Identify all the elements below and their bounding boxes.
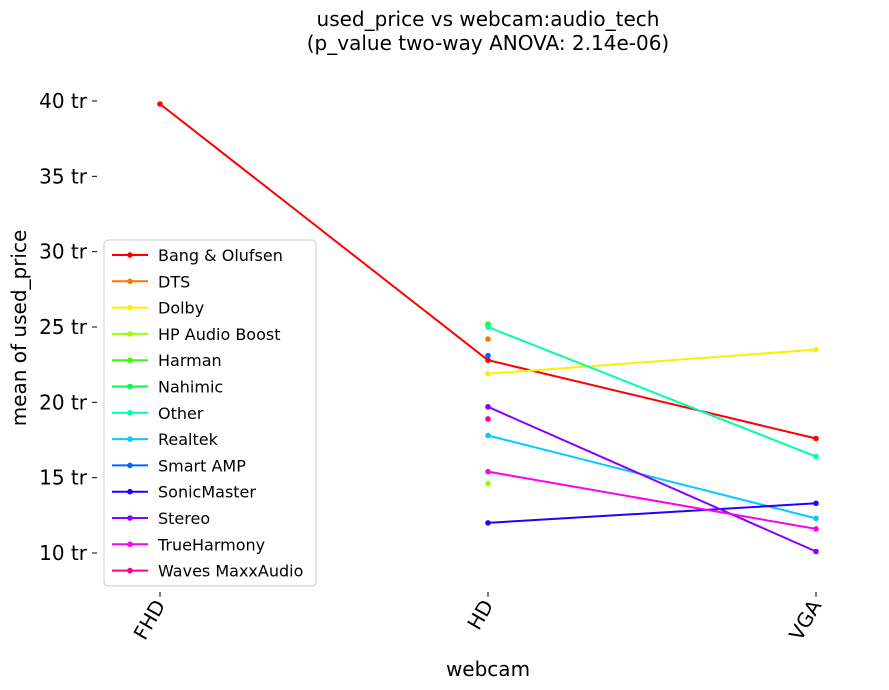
series	[485, 346, 819, 377]
legend-item: HP Audio Boost	[112, 325, 281, 344]
data-point	[813, 548, 819, 555]
data-point	[813, 346, 819, 353]
legend-marker	[127, 567, 133, 574]
data-point	[813, 453, 819, 460]
series-line	[487, 326, 817, 458]
legend-label: Harman	[158, 351, 222, 370]
y-tick-label: 30 tr	[39, 240, 88, 264]
data-point	[485, 324, 491, 330]
data-point	[157, 101, 163, 107]
legend-label: Dolby	[158, 299, 204, 318]
legend-marker	[127, 488, 133, 495]
legend-item: Waves MaxxAudio	[112, 562, 303, 581]
series	[485, 336, 491, 342]
y-tick-label: 40 tr	[39, 89, 88, 113]
legend-marker	[127, 410, 133, 416]
legend-marker	[127, 304, 133, 311]
series	[485, 468, 819, 532]
series	[485, 480, 491, 487]
legend-label: HP Audio Boost	[158, 325, 281, 344]
legend: Bang & Olufsen DTS Dolby HP Audio Boost Harm…	[103, 239, 317, 587]
legend-label: Bang & Olufsen	[158, 246, 283, 265]
legend-box	[103, 239, 317, 587]
legend-label: Nahimic	[158, 378, 223, 397]
series	[485, 500, 819, 526]
series	[485, 432, 819, 522]
legend-marker	[127, 252, 133, 258]
series-line	[487, 502, 817, 524]
legend-label: Stereo	[158, 509, 210, 528]
legend-item: Bang & Olufsen	[112, 246, 283, 265]
data-point	[485, 357, 491, 363]
legend-item: Nahimic	[112, 378, 223, 397]
y-tick-label: 10 tr	[39, 541, 88, 565]
data-point	[813, 526, 819, 532]
data-point	[485, 336, 491, 342]
legend-label: Realtek	[158, 430, 219, 449]
y-axis: 10 tr 15 tr 20 tr 25 tr 30 tr 35 tr 40 tr	[39, 89, 97, 565]
series	[485, 324, 819, 460]
legend-label: Waves MaxxAudio	[158, 562, 303, 581]
y-tick-label: 35 tr	[39, 164, 88, 188]
legend-label: TrueHarmony	[157, 535, 265, 554]
legend-marker	[127, 331, 133, 337]
legend-label: SonicMaster	[158, 483, 256, 502]
legend-item: Harman	[112, 351, 222, 370]
legend-marker	[127, 515, 133, 521]
legend-item: Stereo	[112, 509, 210, 528]
legend-item: Realtek	[112, 430, 219, 449]
legend-label: DTS	[158, 272, 190, 291]
data-point	[485, 520, 491, 526]
series-line	[487, 434, 817, 520]
series-lines	[157, 101, 819, 555]
chart-subtitle: (p_value two-way ANOVA: 2.14e-06)	[307, 31, 669, 55]
legend-item: SonicMaster	[112, 483, 256, 502]
legend-item: Other	[112, 404, 204, 423]
data-point	[485, 370, 491, 377]
data-point	[485, 404, 491, 410]
data-point	[485, 480, 491, 487]
x-axis-label: webcam	[446, 657, 530, 681]
legend-marker	[127, 462, 133, 469]
legend-marker	[127, 541, 133, 548]
series-line	[487, 348, 817, 375]
series-line	[487, 405, 817, 553]
x-tick-label: VGA	[784, 595, 826, 644]
legend-marker	[127, 436, 133, 442]
legend-item: TrueHarmony	[112, 535, 265, 554]
legend-label: Other	[158, 404, 204, 423]
data-point	[485, 432, 491, 439]
x-tick-label: HD	[462, 596, 498, 634]
legend-item: DTS	[112, 272, 190, 291]
y-tick-label: 20 tr	[39, 390, 88, 414]
x-tick-label: FHD	[129, 596, 171, 644]
data-point	[485, 352, 491, 359]
series	[485, 416, 491, 422]
y-axis-label: mean of used_price	[7, 230, 31, 427]
x-axis: FHD HD VGA	[129, 592, 826, 645]
data-point	[485, 416, 491, 422]
data-point	[813, 435, 819, 442]
y-tick-label: 25 tr	[39, 315, 88, 339]
y-tick-label: 15 tr	[39, 466, 88, 490]
series	[485, 352, 491, 359]
series	[485, 404, 819, 555]
chart-title: used_price vs webcam:audio_tech	[317, 7, 660, 31]
legend-marker	[127, 383, 133, 390]
legend-label: Smart AMP	[158, 456, 246, 475]
legend-marker	[127, 357, 133, 364]
legend-item: Dolby	[112, 299, 204, 318]
data-point	[813, 515, 819, 522]
legend-item: Smart AMP	[112, 456, 246, 475]
legend-marker	[127, 278, 133, 285]
data-point	[485, 468, 491, 475]
data-point	[813, 500, 819, 507]
series-line	[487, 470, 817, 530]
